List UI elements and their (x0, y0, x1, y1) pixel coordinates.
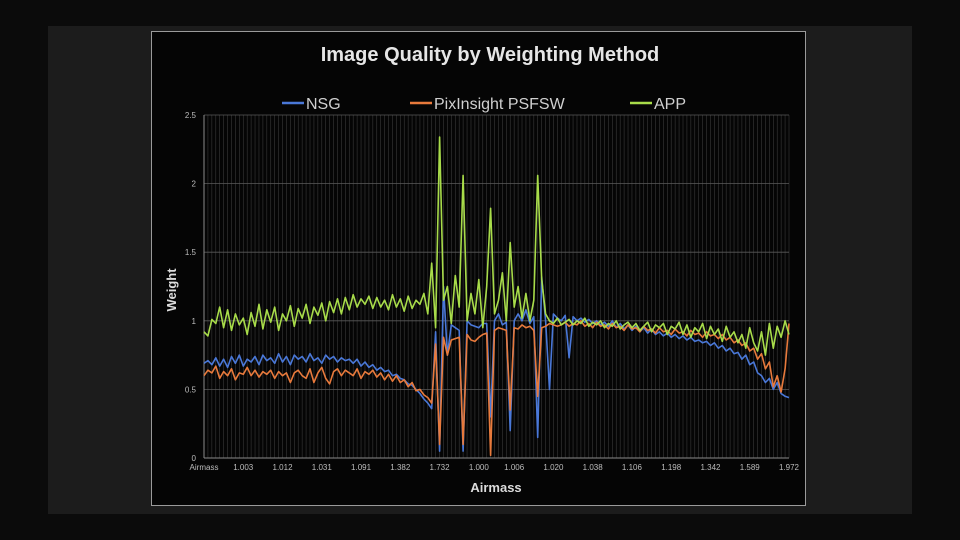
y-tick-label: 2 (192, 180, 197, 189)
x-axis-title: Airmass (470, 480, 521, 495)
x-tick-label: 1.589 (740, 463, 761, 472)
series-lines (203, 136, 790, 457)
x-tick-label: 1.020 (543, 463, 564, 472)
chart-title: Image Quality by Weighting Method (321, 44, 660, 66)
series-line-pixinsight-psfsw (203, 319, 790, 457)
legend-label: NSG (306, 96, 341, 113)
y-axis-title: Weight (164, 268, 179, 312)
x-tick-label: 1.006 (504, 463, 525, 472)
y-tick-label: 0 (192, 454, 197, 463)
y-tick-label: 2.5 (185, 111, 197, 120)
x-tick-label: 1.382 (390, 463, 411, 472)
grid (203, 114, 790, 459)
x-tick-label: 1.106 (622, 463, 643, 472)
x-tick-label: 1.342 (700, 463, 721, 472)
x-tick-label: 1.038 (583, 463, 604, 472)
chart-frame: 0 0.5 1 1.5 2 2.5 Airmass 1.003 1.012 1.031 1.091 1… (151, 31, 806, 506)
series-line-nsg (203, 276, 790, 452)
x-tick-label: 1.012 (273, 463, 294, 472)
series-line-app (203, 136, 790, 356)
x-tick-label: 1.031 (312, 463, 333, 472)
x-tick-label: 1.003 (233, 463, 254, 472)
axes: 0 0.5 1 1.5 2 2.5 Airmass 1.003 1.012 1.031 1.091 1… (185, 111, 800, 472)
line-chart: 0 0.5 1 1.5 2 2.5 Airmass 1.003 1.012 1.031 1.091 1… (164, 44, 800, 495)
x-tick-label: 1.091 (351, 463, 372, 472)
y-tick-label: 1.5 (185, 248, 197, 257)
x-tick-label: 1.000 (469, 463, 490, 472)
y-tick-label: 0.5 (185, 385, 197, 394)
legend-label: APP (654, 96, 686, 113)
x-tick-label: Airmass (190, 463, 219, 472)
x-tick-label: 1.198 (661, 463, 682, 472)
x-tick-label: 1.972 (779, 463, 800, 472)
x-tick-label: 1.732 (430, 463, 451, 472)
legend-label: PixInsight PSFSW (434, 96, 566, 113)
legend: NSG PixInsight PSFSW APP (282, 96, 686, 113)
y-tick-label: 1 (192, 317, 197, 326)
